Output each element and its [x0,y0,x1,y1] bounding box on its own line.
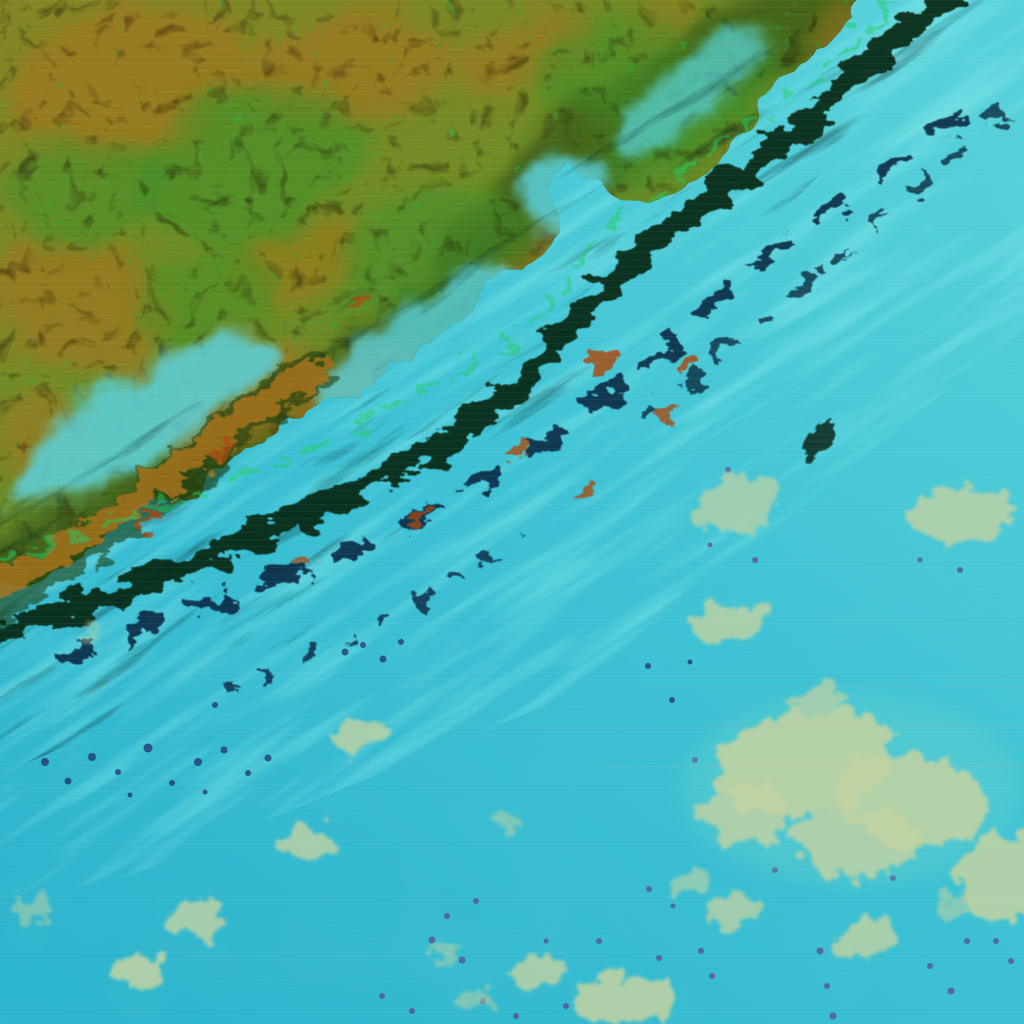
scanline-texture [0,0,1024,1024]
satellite-image: False-color satellite image False-color … [0,0,1024,1024]
scan-artifact-lines [0,0,1024,1024]
satellite-canvas: False-color satellite image False-color … [0,0,1024,1024]
